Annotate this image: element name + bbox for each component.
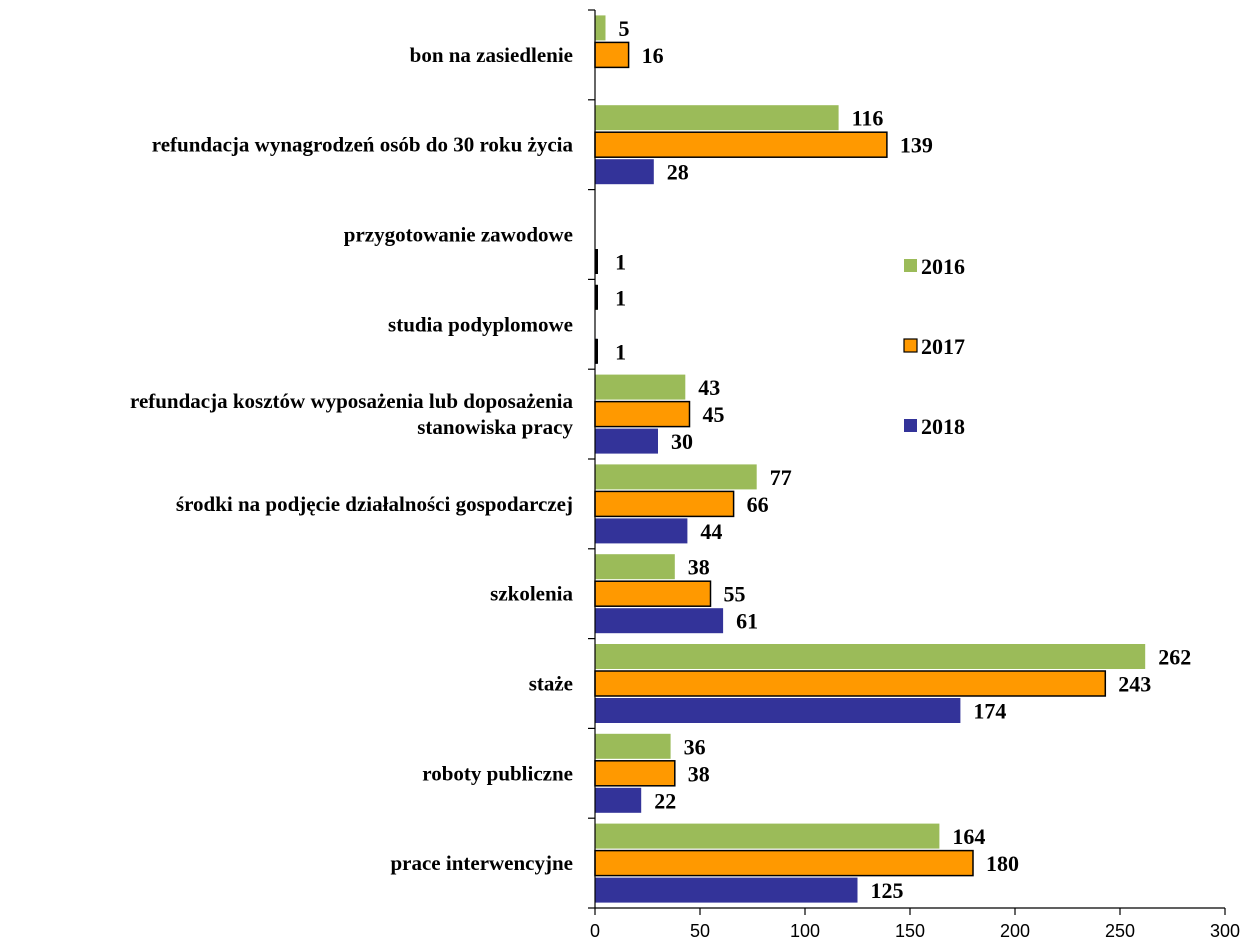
bar-2017: [594, 400, 691, 428]
category-label: bon na zasiedlenie: [410, 43, 573, 67]
category-label: refundacja kosztów wyposażenia lub dopos…: [130, 389, 573, 439]
data-label: 243: [1118, 672, 1151, 697]
bar-2017: [594, 760, 676, 787]
x-tick-label: 0: [590, 921, 600, 941]
bar-tick-2016: [595, 284, 598, 310]
bar-2018: [595, 787, 642, 813]
legend-label-2017: 2017: [921, 334, 965, 359]
data-label: 180: [986, 851, 1019, 876]
data-label: 125: [871, 878, 904, 903]
legend-swatch-2017: [903, 338, 918, 353]
category-label-group: bon na zasiedlenie refundacja wynagrodzeń…: [130, 43, 573, 875]
x-tick-label: 50: [690, 921, 710, 941]
data-label: 38: [688, 555, 710, 580]
legend-label-2016: 2016: [921, 254, 965, 279]
category-label: środki na podjęcie działalności gospodar…: [176, 492, 573, 516]
bar-2016: [595, 105, 839, 131]
legend-swatch-2018: [904, 419, 917, 432]
x-tick-label: 150: [895, 921, 925, 941]
data-label: 262: [1158, 645, 1191, 670]
data-label: 43: [698, 375, 720, 400]
bar-2017: [594, 580, 712, 607]
data-label: 45: [703, 402, 725, 427]
x-tick-label: 200: [1000, 921, 1030, 941]
category-label: staże: [529, 672, 573, 696]
data-label: 66: [747, 492, 769, 517]
category-label: przygotowanie zawodowe: [344, 223, 573, 247]
data-label: 174: [973, 699, 1006, 724]
axes: 0 50 100 150 200 250 300: [588, 9, 1240, 941]
bar-2016: [595, 464, 757, 490]
data-label: 164: [952, 824, 985, 849]
bar-2017: [594, 849, 974, 877]
bar-2018: [595, 428, 658, 454]
bar-tick-2018: [595, 249, 598, 274]
bar-2016: [595, 15, 606, 41]
category-label: refundacja wynagrodzeń osób do 30 roku ż…: [152, 133, 574, 157]
bar-2018: [595, 159, 654, 185]
data-label: 77: [770, 465, 792, 490]
legend-swatch-2016: [904, 259, 917, 272]
bar-2016: [595, 823, 940, 849]
bar-2018: [595, 608, 724, 634]
x-tick-label: 250: [1105, 921, 1135, 941]
data-label: 5: [619, 16, 630, 41]
bar-2016: [595, 374, 686, 400]
data-label: 1: [615, 339, 626, 364]
bar-2017: [594, 670, 1107, 697]
category-label: studia podyplomowe: [388, 312, 573, 336]
bar-2017: [594, 131, 888, 158]
legend: 2016 2017 2018: [903, 254, 965, 439]
legend-label-2018: 2018: [921, 414, 965, 439]
data-label: 44: [700, 519, 722, 544]
bar-2016: [595, 554, 675, 580]
bar-2016: [595, 733, 671, 759]
x-tick-label: 300: [1210, 921, 1240, 941]
data-label: 16: [642, 43, 664, 68]
data-label: 1: [615, 285, 626, 310]
bar-tick-2018: [595, 338, 598, 364]
data-label: 139: [900, 133, 933, 158]
data-label: 22: [654, 788, 676, 813]
category-label: prace interwencyjne: [390, 851, 573, 875]
bar-2018: [595, 877, 858, 903]
category-label: szkolenia: [490, 582, 573, 606]
x-tick-label: 100: [790, 921, 820, 941]
bar-2017: [594, 490, 735, 518]
bar-group: [594, 15, 1146, 903]
category-label: roboty publiczne: [422, 761, 573, 785]
bar-2018: [595, 518, 688, 544]
data-label: 38: [688, 761, 710, 786]
bar-2017: [594, 41, 630, 69]
bar-2016: [595, 644, 1146, 669]
data-label: 116: [852, 106, 884, 131]
bar-2018: [595, 698, 961, 723]
data-label: 30: [671, 429, 693, 454]
data-label: 55: [724, 582, 746, 607]
data-label: 36: [684, 734, 706, 759]
data-label: 61: [736, 609, 758, 634]
data-label: 1: [615, 250, 626, 275]
data-label: 28: [667, 160, 689, 185]
